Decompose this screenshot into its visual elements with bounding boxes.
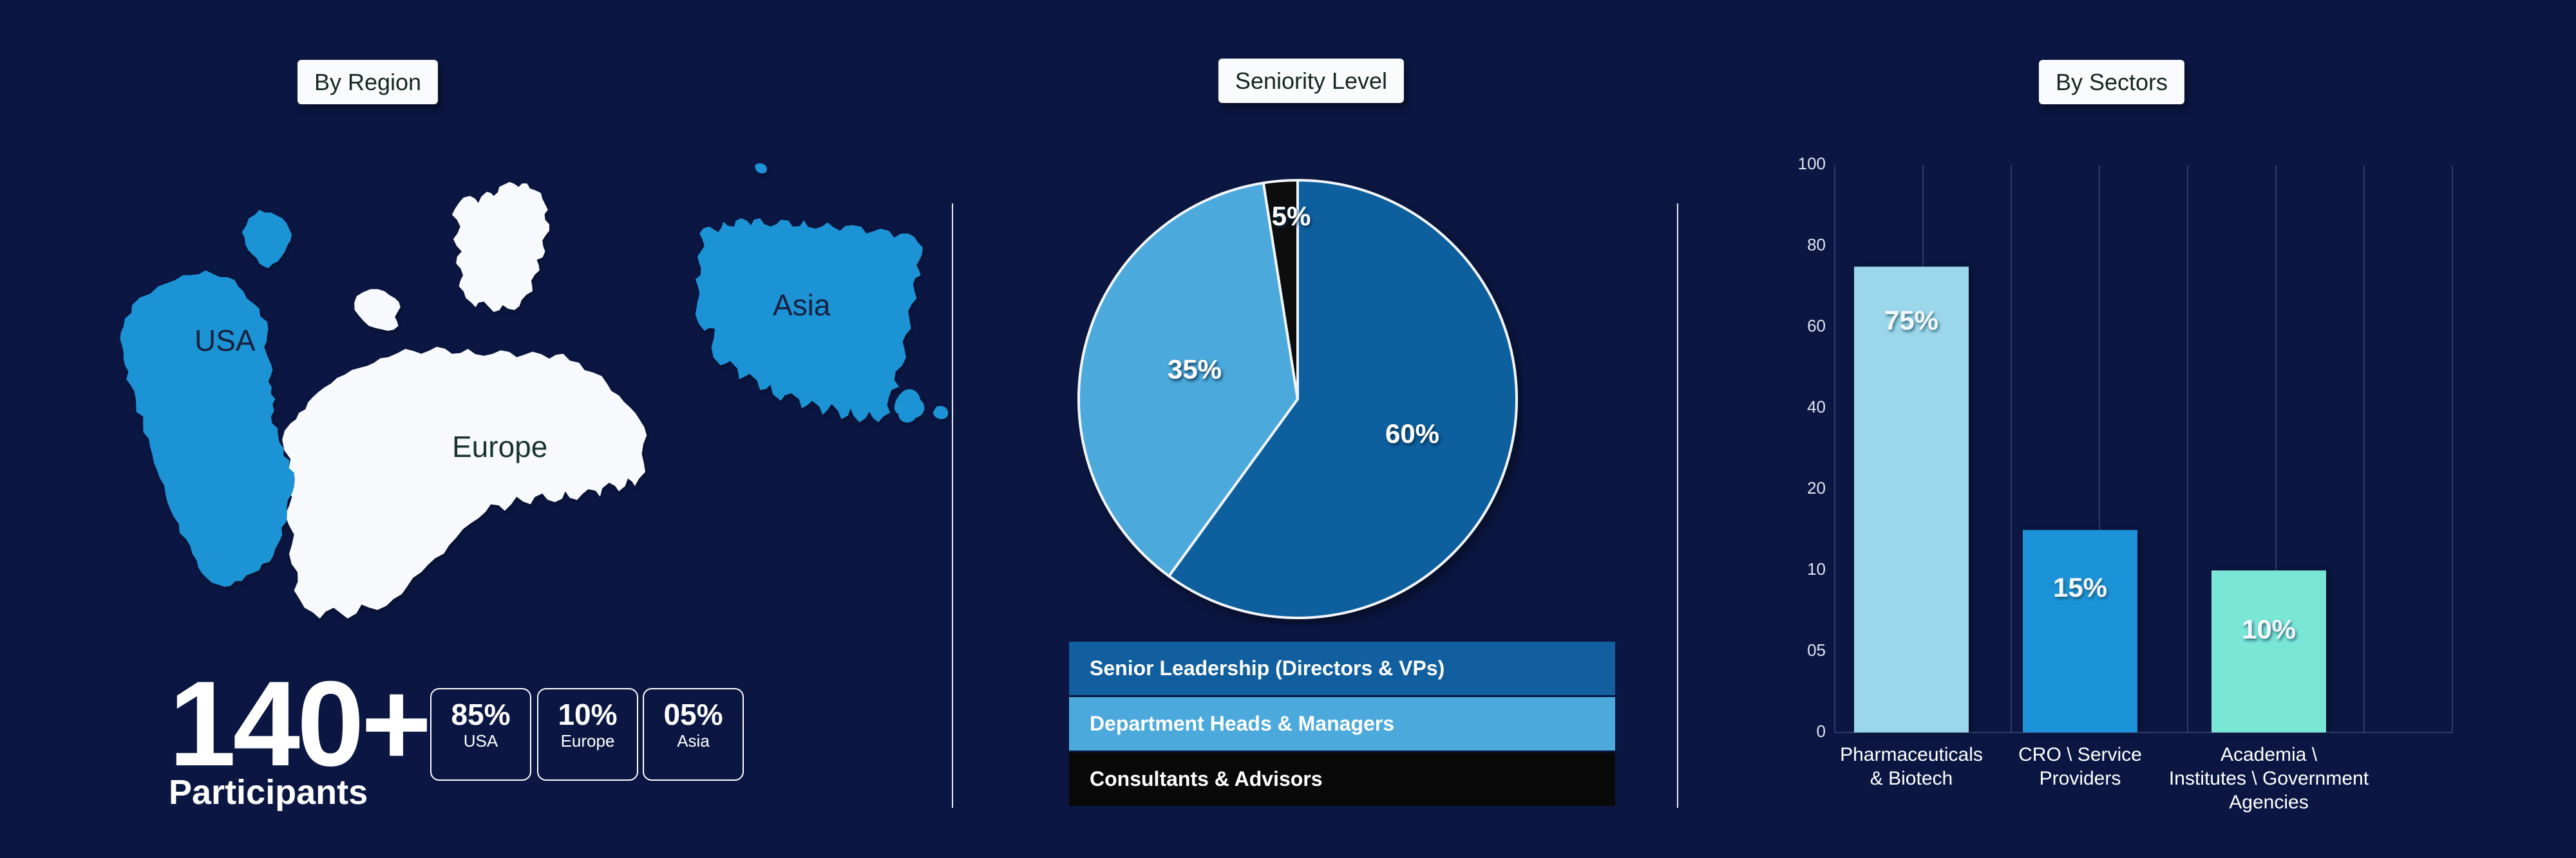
svg-text:Institutes \ Government: Institutes \ Government xyxy=(2169,768,2369,789)
svg-text:Agencies: Agencies xyxy=(2229,792,2308,813)
svg-text:10: 10 xyxy=(1807,559,1826,579)
svg-text:Academia \: Academia \ xyxy=(2221,744,2318,765)
svg-text:10%: 10% xyxy=(2242,614,2296,644)
svg-text:60%: 60% xyxy=(1385,418,1439,449)
svg-text:80: 80 xyxy=(1807,235,1826,254)
svg-text:0: 0 xyxy=(1817,722,1826,741)
svg-text:CRO \ Service: CRO \ Service xyxy=(2018,744,2142,765)
svg-text:20: 20 xyxy=(1807,478,1826,498)
svg-text:100: 100 xyxy=(1798,154,1826,173)
svg-text:& Biotech: & Biotech xyxy=(1870,768,1953,789)
svg-text:15%: 15% xyxy=(2053,572,2107,602)
svg-text:75%: 75% xyxy=(1884,305,1938,335)
svg-text:60: 60 xyxy=(1807,316,1826,335)
svg-text:USA: USA xyxy=(194,324,256,357)
svg-text:35%: 35% xyxy=(1168,354,1222,384)
svg-text:Pharmaceuticals: Pharmaceuticals xyxy=(1840,744,1983,765)
svg-text:Europe: Europe xyxy=(452,430,547,463)
svg-text:Providers: Providers xyxy=(2040,768,2121,789)
svg-text:Asia: Asia xyxy=(773,288,831,322)
svg-text:40: 40 xyxy=(1807,397,1826,416)
svg-text:5%: 5% xyxy=(1272,201,1311,231)
svg-text:05: 05 xyxy=(1807,640,1826,660)
